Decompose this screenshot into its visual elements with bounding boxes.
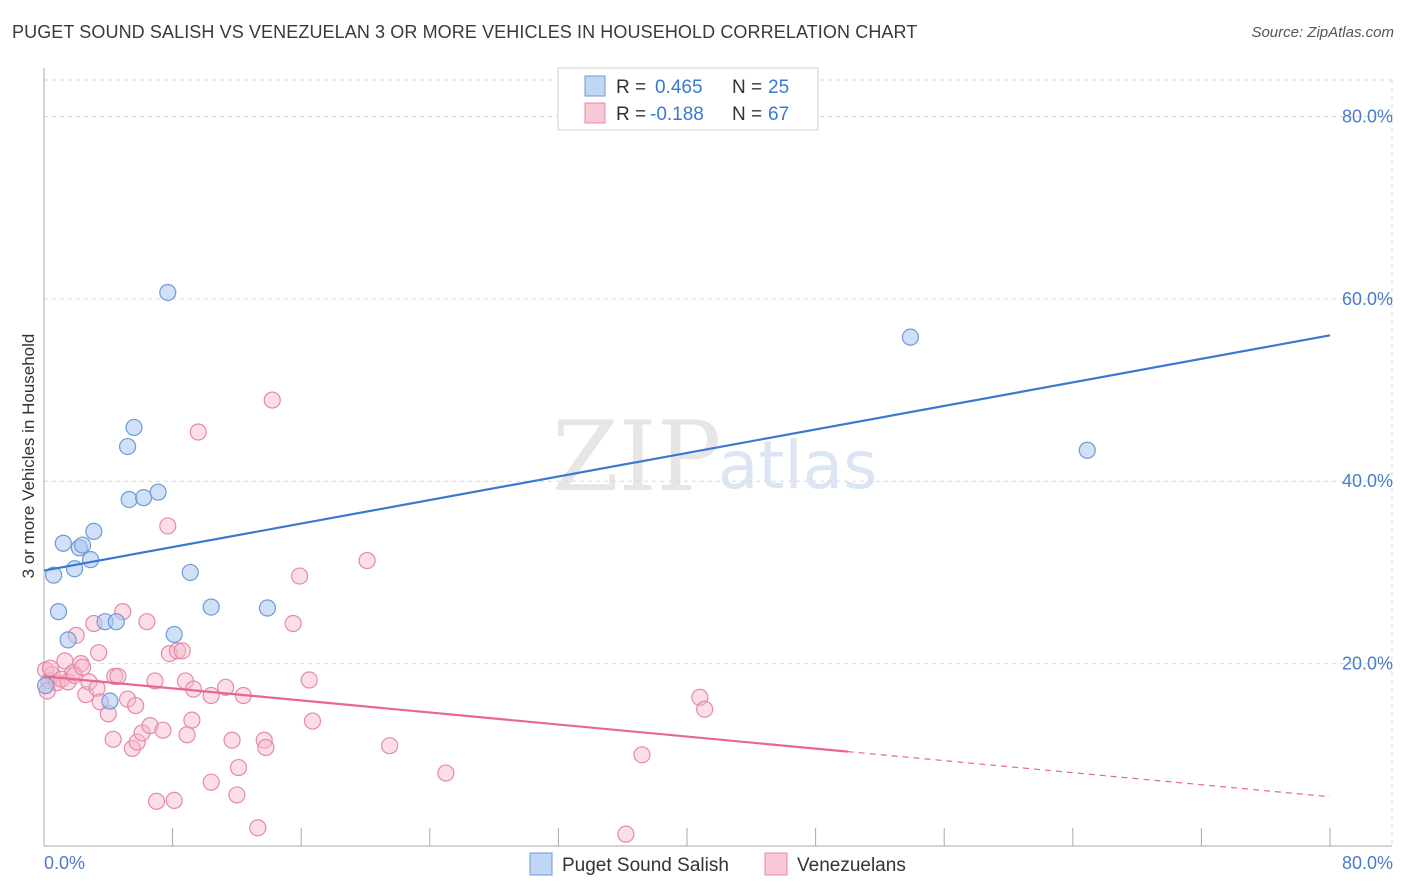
puget-sound-salish-trend	[43, 334, 1331, 572]
venezuelans-point	[202, 686, 220, 705]
puget-sound-salish-point	[45, 566, 63, 584]
series-swatch-pink	[764, 852, 788, 876]
legend-r-value-1: 0.465	[655, 77, 703, 98]
venezuelans-point	[617, 825, 635, 843]
venezuelans-point	[229, 758, 248, 777]
watermark: ZIP atlas	[552, 401, 878, 513]
legend-r-label-2: R =	[616, 104, 646, 125]
y-axis-label: 3 or more Vehicles in Household	[19, 334, 38, 579]
venezuelans-point	[165, 791, 183, 810]
venezuelans-point	[104, 730, 122, 748]
venezuelans-point	[257, 738, 275, 757]
puget-sound-salish-point	[82, 551, 100, 569]
y-tick-label: 60.0%	[1342, 289, 1393, 309]
x-tick-label-min: 0.0%	[44, 853, 85, 873]
venezuelans-point	[141, 717, 159, 735]
y-tick-labels: 20.0% 40.0% 60.0% 80.0%	[1342, 106, 1393, 673]
venezuelans-points	[37, 391, 714, 843]
source-label: Source: ZipAtlas.com	[1251, 24, 1394, 41]
trend-lines	[43, 334, 1331, 798]
venezuelans-point	[303, 712, 322, 730]
venezuelans-point	[88, 679, 106, 697]
venezuelans-point	[263, 391, 281, 409]
legend-swatch-pink	[584, 102, 606, 124]
watermark-zip: ZIP	[552, 401, 721, 513]
venezuelans-point	[217, 678, 235, 696]
puget-sound-salish-point	[159, 283, 177, 302]
venezuelans-point	[138, 613, 156, 631]
venezuelans-point	[249, 819, 267, 837]
puget-sound-salish-point	[165, 625, 183, 644]
puget-sound-salish-point	[107, 613, 125, 631]
y-tick-label: 80.0%	[1342, 106, 1393, 126]
venezuelans-point	[41, 659, 60, 677]
venezuelans-point	[202, 773, 220, 791]
venezuelans-point	[173, 642, 191, 660]
puget-sound-salish-point	[901, 328, 920, 346]
puget-sound-salish-point	[202, 598, 220, 616]
venezuelans-point	[128, 733, 146, 751]
x-tick-labels: 0.0% 80.0%	[44, 853, 1393, 873]
puget-sound-salish-point	[125, 418, 143, 437]
venezuelans-point	[189, 423, 207, 441]
axes	[43, 68, 1392, 847]
venezuelans-point	[146, 672, 164, 690]
venezuelans-trend-extrapolated	[847, 751, 1331, 798]
venezuelans-point	[73, 658, 92, 676]
y-tick-label: 20.0%	[1342, 654, 1393, 674]
puget-sound-salish-point	[73, 536, 92, 554]
series-legend: Puget Sound Salish Venezuelans	[529, 852, 906, 876]
venezuelans-point	[381, 737, 399, 755]
puget-sound-salish-point	[118, 437, 137, 456]
venezuelans-point	[178, 726, 196, 744]
puget-sound-salish-point	[59, 631, 77, 649]
chart-title: PUGET SOUND SALISH VS VENEZUELAN 3 OR MO…	[12, 22, 918, 42]
series-label-puget-sound-salish: Puget Sound Salish	[562, 855, 729, 876]
venezuelans-point	[358, 551, 376, 570]
puget-sound-salish-point	[1078, 441, 1096, 459]
venezuelans-point	[290, 567, 309, 585]
venezuelans-point	[183, 711, 201, 729]
legend-n-value-1: 25	[768, 77, 789, 98]
venezuelans-point	[168, 642, 187, 660]
puget-sound-salish-point	[149, 483, 167, 501]
legend-r-label-1: R =	[616, 77, 646, 98]
venezuelans-point	[147, 792, 166, 810]
venezuelans-point	[90, 644, 108, 662]
series-swatch-blue	[529, 852, 553, 876]
watermark-atlas: atlas	[718, 427, 878, 504]
venezuelans-point	[228, 786, 246, 804]
puget-sound-salish-point	[181, 563, 199, 582]
legend-n-value-2: 67	[768, 104, 789, 125]
series-label-venezuelans: Venezuelans	[797, 855, 906, 876]
venezuelans-point	[696, 700, 714, 718]
legend-n-label-1: N =	[732, 77, 762, 98]
venezuelans-point	[159, 517, 177, 535]
venezuelans-point	[633, 746, 651, 764]
venezuelans-point	[127, 696, 145, 715]
puget-sound-salish-point	[120, 490, 138, 509]
venezuelans-point	[154, 721, 172, 739]
correlation-legend: R = 0.465 N = 25 R = -0.188 N = 67	[557, 67, 819, 131]
venezuelans-point	[437, 764, 455, 782]
puget-sound-salish-point	[37, 676, 55, 695]
puget-sound-salish-point	[85, 522, 103, 540]
legend-r-value-2: -0.188	[650, 104, 704, 125]
puget-sound-salish-point	[54, 534, 72, 552]
puget-sound-salish-point	[258, 599, 277, 617]
puget-sound-salish-point	[49, 603, 68, 621]
venezuelans-point	[223, 731, 241, 749]
x-tick-label-max: 80.0%	[1342, 853, 1393, 873]
legend-swatch-blue	[584, 75, 606, 97]
venezuelans-point	[284, 614, 302, 633]
venezuelans-point	[300, 671, 318, 689]
y-tick-label: 40.0%	[1342, 471, 1393, 491]
legend-n-label-2: N =	[732, 104, 762, 125]
puget-sound-salish-point	[101, 692, 119, 710]
puget-sound-salish-point	[135, 489, 153, 507]
venezuelans-trend	[43, 675, 848, 753]
puget-sound-salish-points	[37, 283, 1096, 710]
